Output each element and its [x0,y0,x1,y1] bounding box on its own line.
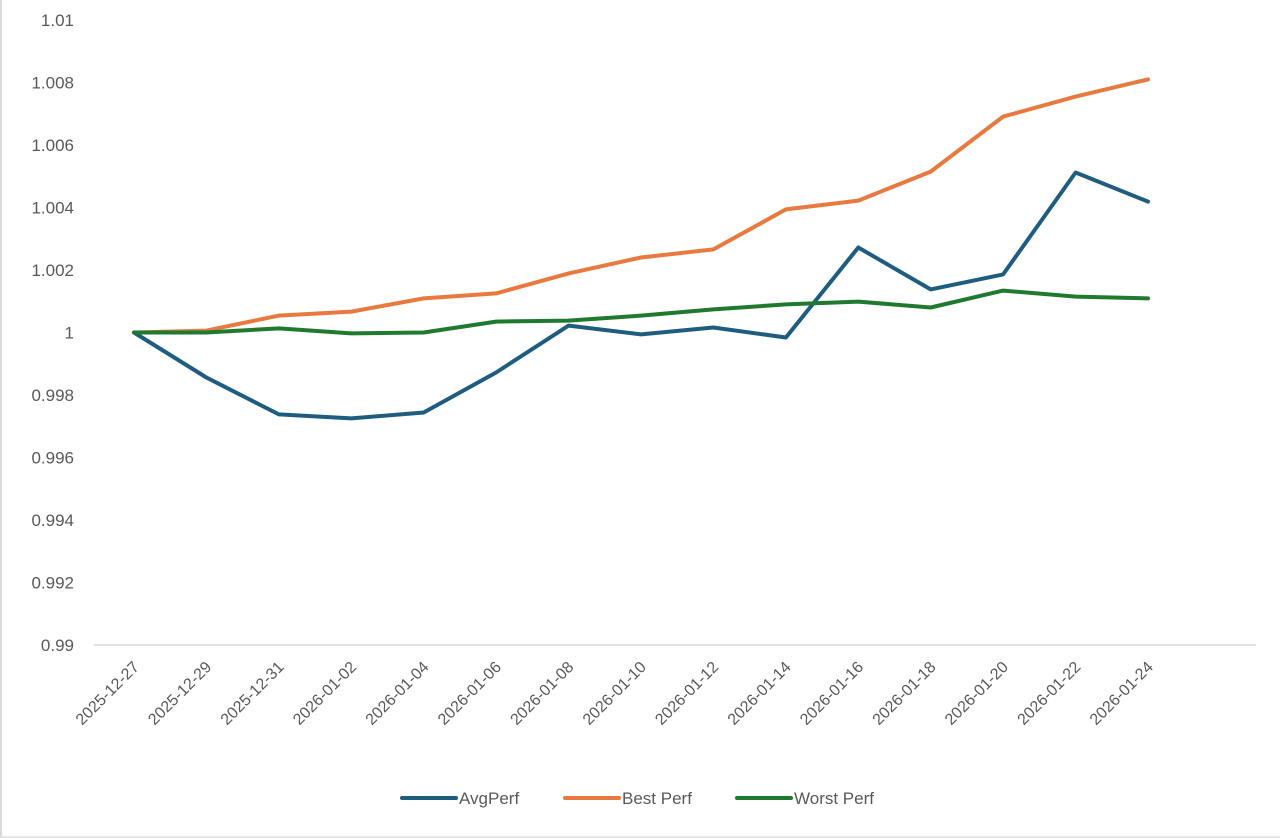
series-lines [132,77,1150,421]
y-tick-label: 0.998 [31,386,74,405]
x-tick-label: 2026-01-10 [580,659,650,729]
x-tick-label: 2026-01-18 [870,659,940,729]
series-line-worst-perf [132,288,1150,336]
y-tick-label: 1.002 [31,261,74,280]
x-tick-label: 2026-01-16 [797,659,867,729]
x-tick-label: 2026-01-04 [363,659,433,729]
y-tick-label: 0.996 [31,449,74,468]
y-tick-label: 0.99 [41,636,74,655]
x-tick-label: 2026-01-24 [1087,659,1157,729]
legend-item: Worst Perf [735,789,874,808]
legend-label: Best Perf [622,789,692,808]
legend-item: Best Perf [563,789,692,808]
y-tick-label: 1.008 [31,74,74,93]
x-tick-label: 2025-12-27 [73,659,143,729]
legend-label: Worst Perf [794,789,874,808]
x-tick-label: 2025-12-31 [218,659,288,729]
y-tick-label: 0.994 [31,511,74,530]
y-tick-label: 1 [65,324,74,343]
x-tick-label: 2026-01-20 [942,659,1012,729]
x-tick-label: 2026-01-12 [652,659,722,729]
y-tick-label: 1.004 [31,199,74,218]
series-line-avgperf [132,170,1150,421]
legend: AvgPerf Best Perf Worst Perf [400,789,874,808]
x-tick-label: 2025-12-29 [145,659,215,729]
x-tick-label: 2026-01-14 [725,659,795,729]
x-tick-label: 2026-01-06 [435,659,505,729]
y-axis: 0.99 0.992 0.994 0.996 0.998 1 1.002 1.004 1.006… [31,11,74,655]
legend-item: AvgPerf [400,789,519,808]
y-tick-label: 0.992 [31,574,74,593]
x-tick-label: 2026-01-02 [290,659,360,729]
x-axis: 2025-12-27 2025-12-29 2025-12-31 2026-01-02… [73,659,1157,729]
y-tick-label: 1.01 [41,11,74,30]
y-tick-label: 1.006 [31,136,74,155]
series-line-best-perf [132,77,1150,335]
x-tick-label: 2026-01-22 [1015,659,1085,729]
legend-label: AvgPerf [459,789,519,808]
x-tick-label: 2026-01-08 [508,659,578,729]
